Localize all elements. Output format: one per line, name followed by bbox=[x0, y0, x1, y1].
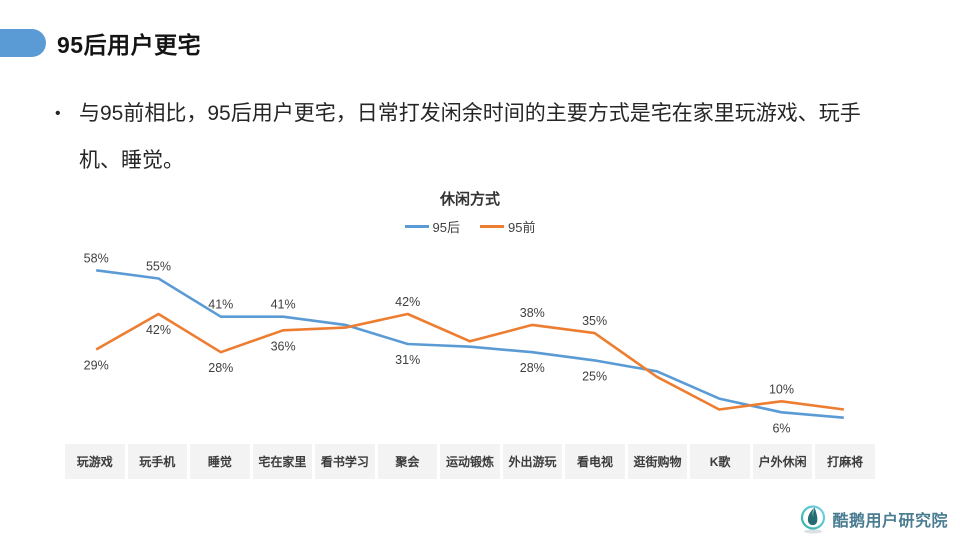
data-label: 42% bbox=[146, 323, 171, 337]
bullet-text-line1: 与95前相比，95后用户更宅，日常打发闲余时间的主要方式是宅在家里玩游戏、玩手 bbox=[79, 102, 861, 125]
x-axis-category: 看书学习 bbox=[315, 444, 375, 479]
x-axis-category-band: 玩游戏 玩手机 睡觉 宅在家里 看书学习 聚会 运动锻炼 外出游玩 看电视 逛街购物 K歌 户外休闲打… bbox=[65, 444, 875, 479]
data-label: 41% bbox=[208, 298, 233, 312]
goose-logo-icon bbox=[801, 505, 826, 534]
bullet-text-line2: 机、睡觉。 bbox=[79, 149, 184, 172]
bullet-marker: • bbox=[55, 105, 61, 122]
footer-logo-text: 酷鹅用户研究院 bbox=[832, 513, 948, 530]
data-label: 35% bbox=[582, 314, 607, 328]
x-axis-category: 睡觉 bbox=[190, 444, 250, 479]
legend-label: 95前 bbox=[508, 220, 536, 235]
legend-dash-icon bbox=[404, 225, 429, 228]
x-axis-category: 聚会 bbox=[377, 444, 438, 479]
data-label: 28% bbox=[208, 361, 233, 375]
data-label: 55% bbox=[146, 260, 171, 274]
footer-logo: 酷鹅用户研究院 bbox=[800, 504, 948, 534]
data-label: 41% bbox=[271, 298, 296, 312]
data-label: 42% bbox=[395, 295, 420, 309]
x-axis-category: 运动锻炼 bbox=[440, 444, 500, 479]
data-label: 36% bbox=[271, 339, 296, 353]
data-label: 28% bbox=[520, 361, 545, 375]
legend-item-95前: 95前 bbox=[480, 217, 535, 236]
title-accent-pill bbox=[0, 29, 46, 57]
x-axis-category: K歌 bbox=[690, 444, 750, 479]
data-label: 6% bbox=[772, 421, 790, 435]
legend-item-95后: 95后 bbox=[404, 217, 460, 236]
series-line-95前 bbox=[95, 312, 844, 411]
x-axis-category: 逛街购物 bbox=[627, 444, 688, 479]
chart-plot: 58% 55% 41% 41% 31% 28% 25% 6% 29% 42% 28% 36% 42% 38… bbox=[84, 251, 844, 435]
data-label: 25% bbox=[582, 369, 607, 383]
data-label: 31% bbox=[395, 353, 420, 367]
page-title: 95后用户更宅 bbox=[57, 32, 202, 58]
data-label: 10% bbox=[769, 382, 794, 396]
series-line-95后 bbox=[96, 269, 844, 419]
chart-legend: 95后 95前 bbox=[65, 217, 875, 236]
legend-label: 95后 bbox=[432, 220, 460, 235]
x-axis-category: 宅在家里 bbox=[252, 444, 313, 479]
x-axis-category: 看电视 bbox=[565, 444, 625, 479]
data-label: 58% bbox=[84, 251, 109, 265]
x-axis-category: 外出游玩 bbox=[502, 444, 563, 479]
x-axis-category: 玩游戏 bbox=[65, 444, 125, 479]
x-axis-category: 玩手机 bbox=[127, 444, 188, 479]
chart-title: 休闲方式 bbox=[439, 191, 500, 208]
data-label: 38% bbox=[520, 306, 545, 320]
summary-bullet: • 与95前相比，95后用户更宅，日常打发闲余时间的主要方式是宅在家里玩游戏、玩… bbox=[55, 90, 925, 184]
x-axis-category: 户外休闲 bbox=[752, 444, 813, 479]
x-axis-category: 打麻将 bbox=[815, 444, 875, 479]
data-label: 29% bbox=[84, 359, 109, 373]
legend-dash-icon bbox=[480, 225, 504, 228]
